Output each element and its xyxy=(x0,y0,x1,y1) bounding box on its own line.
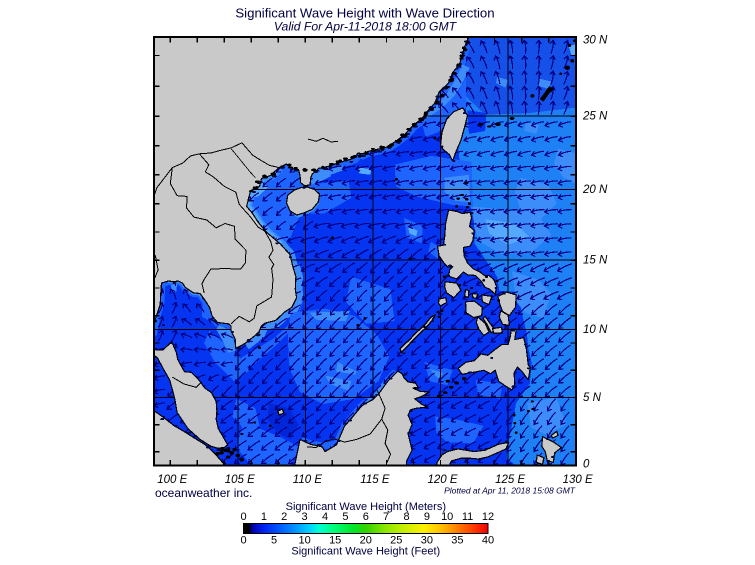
svg-text:5: 5 xyxy=(271,535,277,547)
svg-text:2: 2 xyxy=(281,511,287,523)
svg-text:115 E: 115 E xyxy=(360,474,390,486)
svg-text:7: 7 xyxy=(383,511,389,523)
svg-text:30: 30 xyxy=(421,535,433,547)
svg-text:4: 4 xyxy=(322,511,328,523)
svg-text:100 E: 100 E xyxy=(157,474,187,486)
svg-text:30 N: 30 N xyxy=(583,34,608,46)
svg-text:Significant Wave Height with W: Significant Wave Height with Wave Direct… xyxy=(235,6,494,21)
svg-text:oceanweather inc.: oceanweather inc. xyxy=(155,486,252,500)
svg-text:1: 1 xyxy=(261,511,267,523)
svg-text:10: 10 xyxy=(441,511,453,523)
svg-text:130 E: 130 E xyxy=(563,474,593,486)
svg-text:10 N: 10 N xyxy=(583,324,608,336)
svg-text:40: 40 xyxy=(482,535,494,547)
svg-text:25 N: 25 N xyxy=(582,111,608,123)
svg-text:0: 0 xyxy=(583,459,590,471)
svg-text:20 N: 20 N xyxy=(582,184,608,196)
svg-text:5: 5 xyxy=(342,511,348,523)
svg-text:Significant Wave Height (Meter: Significant Wave Height (Meters) xyxy=(286,501,446,513)
svg-text:120 E: 120 E xyxy=(427,474,457,486)
svg-text:110 E: 110 E xyxy=(293,474,323,486)
svg-text:6: 6 xyxy=(363,511,369,523)
svg-text:Plotted at Apr 11, 2018 15:08: Plotted at Apr 11, 2018 15:08 GMT xyxy=(444,486,576,496)
svg-text:105 E: 105 E xyxy=(225,474,255,486)
svg-text:0: 0 xyxy=(240,535,246,547)
svg-text:15: 15 xyxy=(329,535,341,547)
svg-text:10: 10 xyxy=(298,535,310,547)
svg-text:11: 11 xyxy=(462,511,473,523)
svg-text:5 N: 5 N xyxy=(583,392,602,404)
svg-text:3: 3 xyxy=(302,511,308,523)
svg-text:25: 25 xyxy=(390,535,402,547)
svg-text:35: 35 xyxy=(451,535,463,547)
svg-text:0: 0 xyxy=(240,511,246,523)
svg-text:125 E: 125 E xyxy=(495,474,525,486)
svg-text:20: 20 xyxy=(360,535,372,547)
svg-text:Significant Wave Height (Feet): Significant Wave Height (Feet) xyxy=(291,546,440,558)
svg-text:12: 12 xyxy=(482,511,494,523)
svg-text:8: 8 xyxy=(403,511,409,523)
svg-text:9: 9 xyxy=(424,511,430,523)
svg-text:Valid For Apr-11-2018 18:00 GM: Valid For Apr-11-2018 18:00 GMT xyxy=(274,20,458,34)
svg-text:15 N: 15 N xyxy=(583,255,608,267)
